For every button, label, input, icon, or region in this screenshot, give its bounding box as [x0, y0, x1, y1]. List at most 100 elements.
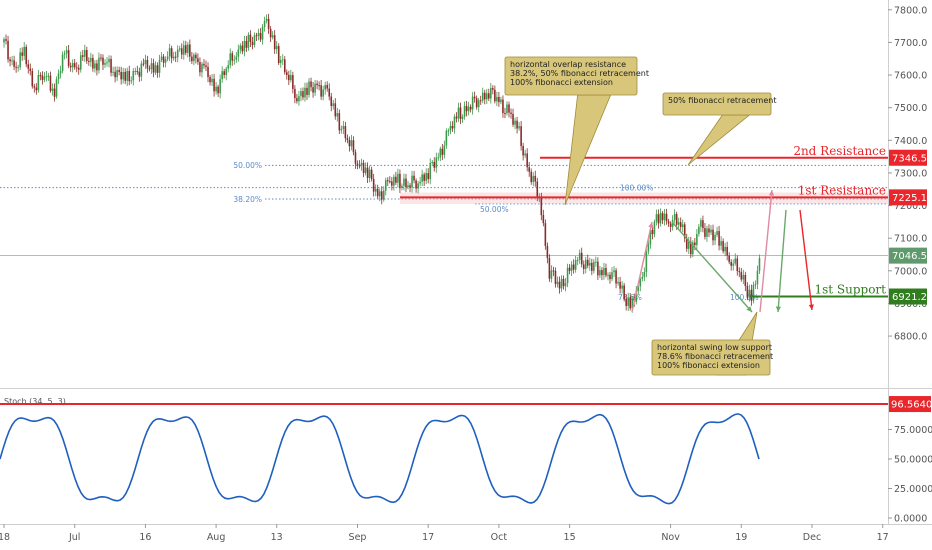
candle-body: [265, 18, 268, 21]
candle-body: [380, 191, 383, 200]
candle-body: [332, 103, 335, 107]
candle-body: [578, 252, 581, 260]
candle-body: [659, 213, 662, 224]
candle-body: [407, 185, 409, 188]
candle-body: [5, 39, 7, 41]
candle-body: [599, 270, 601, 276]
candle-body: [502, 99, 504, 114]
candle-body: [572, 264, 575, 270]
candle-body: [720, 241, 722, 246]
candle-body: [360, 162, 363, 166]
candle-body: [542, 215, 545, 224]
candle-body: [237, 49, 240, 57]
candle-body: [312, 87, 314, 93]
candle-body: [227, 64, 230, 69]
candle-body: [758, 258, 761, 271]
time-tick-label: Aug: [207, 532, 226, 543]
candle-body: [714, 234, 716, 241]
candle-body: [112, 71, 114, 73]
candle-body: [417, 183, 419, 189]
candle-body: [122, 72, 124, 80]
candle-body: [726, 246, 728, 256]
candle-body: [201, 63, 203, 73]
callout-fib50-text: 50% fibonacci retracement: [668, 96, 776, 105]
candle-body: [88, 61, 90, 63]
candle-body: [310, 81, 312, 88]
candle-body: [677, 222, 680, 225]
candle-body: [13, 60, 15, 67]
candle-body: [530, 171, 533, 183]
candle-body: [124, 72, 126, 81]
candle-body: [510, 112, 512, 114]
candle-body: [273, 35, 276, 50]
candle-body: [33, 86, 36, 88]
candle-body: [669, 223, 672, 227]
candle-body: [631, 298, 634, 309]
candle-body: [300, 91, 302, 97]
candle-body: [425, 173, 427, 181]
candle-body: [114, 71, 116, 78]
candle-body: [641, 276, 644, 279]
candle-body: [562, 278, 565, 287]
candle-body: [603, 267, 605, 276]
callout-fib50-box: [662, 92, 772, 116]
candle-body: [469, 106, 472, 110]
fib-label-100b: 100.0%: [730, 293, 759, 302]
candle-body: [67, 50, 70, 66]
candle-body: [98, 57, 100, 71]
candle-body: [118, 70, 120, 72]
candle-body: [556, 281, 559, 285]
candle-body: [116, 70, 118, 78]
candle-body: [334, 103, 337, 117]
candle-body: [106, 62, 108, 64]
candle-body: [189, 44, 191, 57]
candle-body: [522, 146, 524, 156]
arrow-red-down-head: [808, 304, 814, 310]
candle-body: [39, 75, 42, 77]
callout-overlap-box: [504, 56, 638, 96]
candle-body: [496, 96, 498, 102]
candle-body: [148, 68, 151, 70]
callout-swing-low-text: 78.6% fibonacci retracement: [657, 352, 773, 361]
candle-body: [358, 165, 361, 167]
candle-body: [263, 20, 266, 28]
stoch-overbought-tag: 96.5640: [891, 400, 932, 411]
candle-body: [154, 65, 157, 73]
price-tick-label: 7300.0: [894, 168, 927, 179]
candle-body: [552, 270, 555, 272]
candle-body: [86, 50, 88, 62]
candle-body: [180, 48, 183, 55]
candle-body: [437, 157, 440, 159]
candle-body: [75, 67, 78, 69]
candle-body: [696, 234, 698, 246]
candle-body: [61, 54, 64, 71]
candle-body: [346, 138, 349, 140]
candle-body: [405, 178, 407, 188]
arrow-green-down-2: [777, 209, 787, 313]
candle-body: [286, 72, 288, 75]
candle-body: [461, 116, 464, 119]
candle-body: [393, 176, 395, 186]
candle-body: [71, 63, 74, 68]
candle-body: [498, 96, 500, 103]
candle-body: [742, 275, 745, 280]
candle-body: [281, 59, 284, 61]
candle-body: [382, 190, 385, 200]
candle-body: [643, 272, 646, 277]
candle-body: [267, 18, 270, 29]
candle-body: [43, 76, 46, 80]
price-tick-label: 7800.0: [894, 5, 927, 16]
candle-body: [704, 228, 706, 237]
candle-body: [716, 231, 718, 235]
resistance-1-label: 1st Resistance: [798, 183, 886, 197]
candle-body: [19, 52, 21, 68]
candle-body: [354, 152, 357, 164]
candle-body: [500, 99, 502, 103]
candle-body: [397, 173, 399, 183]
candle-body: [492, 88, 494, 90]
candle-body: [23, 46, 25, 56]
candle-body: [550, 270, 553, 279]
candle-body: [627, 297, 629, 306]
support-1-label: 1st Support: [814, 283, 886, 297]
candle-body: [294, 88, 296, 99]
